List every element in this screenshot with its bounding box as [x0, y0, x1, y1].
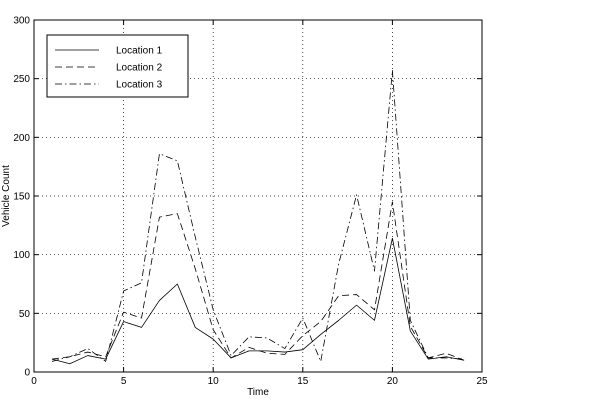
legend-label: Location 1 [116, 46, 163, 57]
grid [34, 20, 482, 372]
y-tick-label: 0 [24, 368, 30, 379]
x-tick-label: 10 [208, 376, 220, 387]
x-tick-label: 20 [387, 376, 399, 387]
y-tick-label: 150 [13, 192, 30, 203]
series-line-location-2 [51, 201, 465, 361]
legend: Location 1 Location 2 Location 3 [46, 34, 189, 98]
series-line-location-3 [51, 70, 465, 362]
x-tick-label: 5 [121, 376, 127, 387]
series-lines [51, 70, 465, 365]
y-tick-label: 200 [13, 133, 30, 144]
y-tick-label: 300 [13, 16, 30, 27]
x-tick-label: 0 [31, 376, 37, 387]
y-axis-title: Vehicle Count [1, 165, 12, 227]
series-line-location-1 [51, 237, 465, 365]
legend-box [46, 34, 189, 98]
x-axis-title: Time [247, 387, 269, 398]
y-tick-label: 100 [13, 250, 30, 261]
legend-label: Location 2 [116, 63, 163, 74]
x-tick-label: 15 [297, 376, 309, 387]
y-tick-label: 50 [19, 309, 31, 320]
y-tick-label: 250 [13, 74, 30, 85]
x-tick-label: 25 [476, 376, 488, 387]
legend-label: Location 3 [116, 80, 163, 91]
